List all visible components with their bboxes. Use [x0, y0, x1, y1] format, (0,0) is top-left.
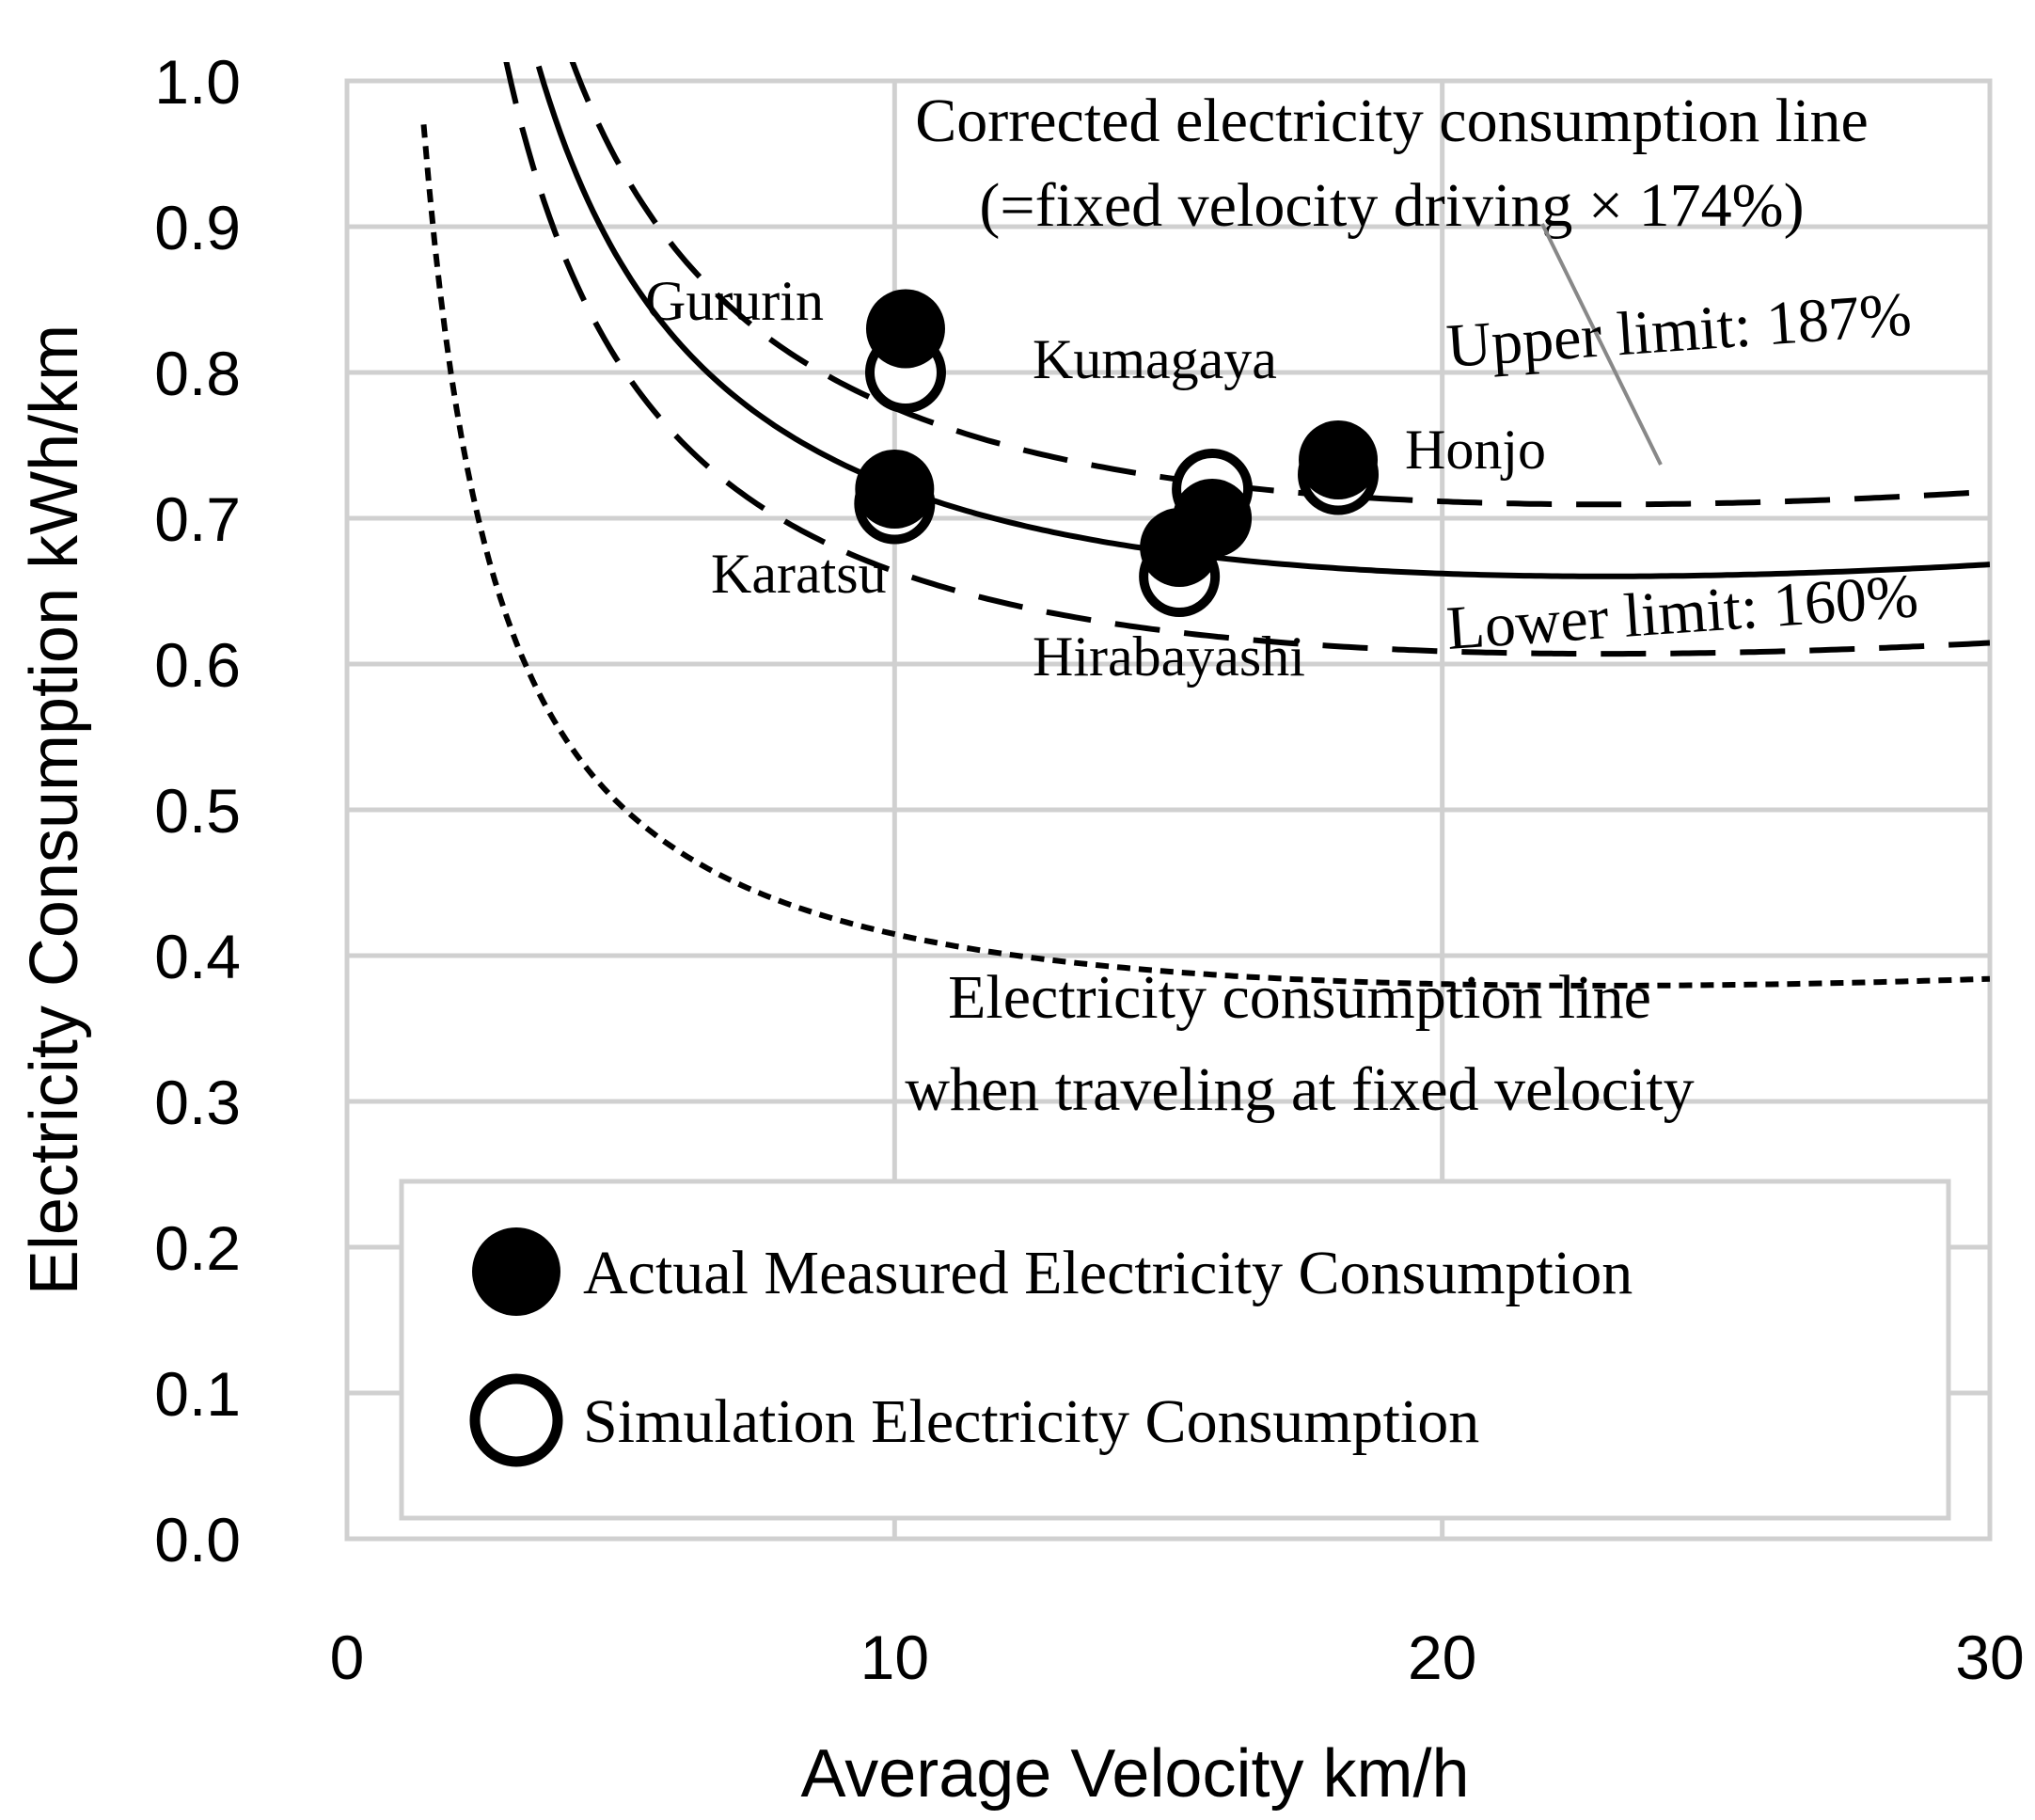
measured-point [1140, 508, 1220, 587]
measured-point [855, 450, 935, 529]
curve-lower [503, 62, 1990, 657]
legend-marker-simulation [469, 1373, 563, 1467]
y-axis-title: Electricity Consumption kWh/km [17, 324, 92, 1295]
y-tick-label: 0.1 [154, 1359, 241, 1429]
y-tick-label: 1.0 [154, 47, 241, 117]
point-label-kumagaya: Kumagaya [1033, 328, 1277, 390]
measured-point [1299, 420, 1379, 499]
curve-fixed [420, 124, 1990, 989]
x-tick-labels: 0 10 20 30 [330, 1622, 2025, 1692]
y-tick-label: 0.3 [154, 1068, 241, 1137]
corrected-line-annotation-1: Corrected electricity consumption line [915, 87, 1869, 155]
curves [420, 62, 1990, 989]
y-tick-labels: 0.0 0.1 0.2 0.3 0.4 0.5 0.6 0.7 0.8 0.9 1.0 [154, 47, 241, 1575]
y-tick-label: 0.8 [154, 339, 241, 408]
point-label-hirabayashi: Hirabayashi [1033, 625, 1305, 688]
y-tick-label: 0.0 [154, 1505, 241, 1575]
legend: Actual Measured Electricity Consumption … [399, 1179, 1951, 1521]
measured-point [865, 289, 945, 369]
legend-label-simulation: Simulation Electricity Consumption [583, 1387, 1479, 1456]
legend-box [399, 1179, 1951, 1521]
curve-upper [569, 62, 1990, 508]
fixed-line-annotation-1: Electricity consumption line [948, 963, 1651, 1032]
x-tick-label: 30 [1955, 1622, 2024, 1692]
corrected-line-annotation-2: (=fixed velocity driving × 174%) [979, 171, 1804, 240]
plot-frame [344, 78, 1993, 1542]
point-label-honjo: Honjo [1405, 419, 1546, 481]
y-tick-label: 0.6 [154, 630, 241, 700]
x-tick-label: 0 [330, 1622, 365, 1692]
x-tick-label: 20 [1408, 1622, 1476, 1692]
corrected-line-leader [1540, 223, 1663, 466]
curve-corrected [535, 65, 1990, 579]
x-tick-label: 10 [860, 1622, 929, 1692]
upper-limit-label: Upper limit: 187% [1444, 280, 1914, 381]
legend-marker-measured [472, 1227, 560, 1316]
x-axis-title: Average Velocity km/h [800, 1736, 1469, 1812]
point-label-karatsu: Karatsu [711, 543, 887, 605]
y-tick-label: 0.7 [154, 484, 241, 554]
y-tick-label: 0.5 [154, 776, 241, 846]
y-tick-label: 0.2 [154, 1213, 241, 1283]
y-tick-label: 0.9 [154, 193, 241, 262]
point-label-gururin: Gururin [645, 270, 824, 332]
legend-label-measured: Actual Measured Electricity Consumption [583, 1239, 1633, 1307]
data-points [854, 289, 1380, 617]
fixed-line-annotation-2: when traveling at fixed velocity [905, 1055, 1694, 1124]
y-tick-label: 0.4 [154, 922, 241, 991]
